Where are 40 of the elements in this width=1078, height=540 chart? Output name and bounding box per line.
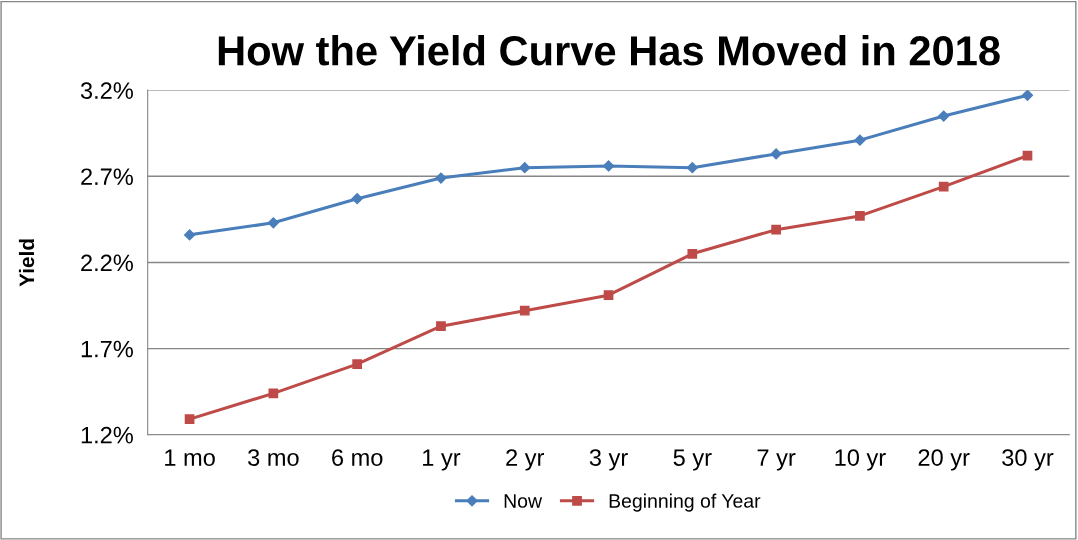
point (603, 290, 614, 301)
x-tick-label: 6 mo (332, 449, 383, 466)
legend-label: Now (504, 494, 543, 508)
point (184, 414, 195, 425)
y-tick-label: 1.2% (81, 426, 133, 444)
chart-title: How the Yield Curve Has Moved in 2018 (218, 34, 1000, 66)
point (183, 229, 196, 241)
point (519, 305, 530, 316)
point (771, 224, 781, 235)
y-tick-label: 2.2% (81, 254, 133, 272)
point (268, 388, 279, 399)
point (436, 321, 446, 332)
x-tick-label: 5 yr (673, 449, 712, 471)
point (855, 211, 865, 221)
point (267, 217, 279, 229)
point (770, 148, 782, 160)
x-tick-label: 30 yr (1002, 449, 1054, 471)
y-tick-label: 3.2% (80, 82, 133, 99)
point (938, 110, 950, 122)
x-tick-label: 2 yr (506, 449, 545, 471)
point (854, 134, 866, 146)
legend-label: Beginning of Year (609, 493, 761, 512)
point (519, 162, 531, 174)
point (1021, 90, 1034, 101)
y-axis-title: Yield (18, 239, 35, 287)
y-tick-label: 2.7% (81, 168, 133, 186)
y-tick-label: 1.7% (81, 340, 133, 358)
x-tick-label: 1 yr (423, 449, 461, 471)
point (686, 162, 698, 174)
point (602, 160, 615, 172)
x-tick-label: 3 yr (589, 449, 628, 471)
x-tick-label: 10 yr (835, 449, 886, 471)
point (687, 248, 698, 259)
point (351, 193, 363, 205)
point (938, 181, 949, 192)
x-tick-label: 1 mo (165, 449, 215, 466)
x-tick-label: 3 mo (248, 449, 299, 466)
point (352, 359, 363, 369)
x-tick-label: 20 yr (918, 449, 970, 471)
x-tick-label: 7 yr (757, 449, 796, 471)
